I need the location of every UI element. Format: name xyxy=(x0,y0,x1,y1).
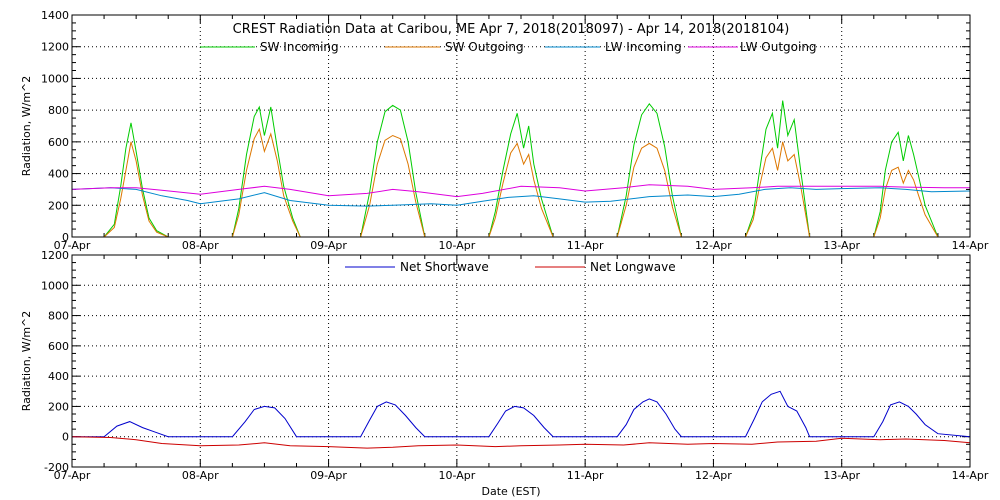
y-tick-label: 1400 xyxy=(41,9,69,22)
x-tick-label: 10-Apr xyxy=(438,239,475,252)
x-tick-label: 12-Apr xyxy=(695,239,732,252)
y-tick-label: 800 xyxy=(48,310,69,323)
y-tick-label: 400 xyxy=(48,168,69,181)
y-tick-label: 0 xyxy=(62,231,69,244)
x-axis-label: Date (EST) xyxy=(481,485,540,498)
y-tick-label: 600 xyxy=(48,136,69,149)
x-tick-label: 13-Apr xyxy=(823,469,860,482)
x-tick-label: 12-Apr xyxy=(695,469,732,482)
y-tick-label: 1200 xyxy=(41,249,69,262)
x-tick-label: 14-Apr xyxy=(952,239,989,252)
x-tick-label: 07-Apr xyxy=(54,239,91,252)
series-line-lw-incoming xyxy=(71,187,971,207)
x-tick-label: 07-Apr xyxy=(54,469,91,482)
chart-title: CREST Radiation Data at Caribou, ME Apr … xyxy=(233,22,790,37)
series-line-net-shortwave xyxy=(72,390,971,438)
series-line-lw-outgoing xyxy=(71,184,970,198)
x-tick-label: 09-Apr xyxy=(310,239,347,252)
y-tick-label: 200 xyxy=(48,400,69,413)
plot-frame xyxy=(71,254,971,468)
y-tick-label: 0 xyxy=(62,431,69,444)
series-line-net-longwave xyxy=(71,436,971,449)
x-tick-label: 13-Apr xyxy=(823,239,860,252)
legend-label: Net Longwave xyxy=(590,260,676,274)
legend-label: LW Outgoing xyxy=(740,40,817,54)
y-tick-label: 1200 xyxy=(41,41,69,54)
legend-label: SW Incoming xyxy=(260,40,339,54)
y-tick-label: 1000 xyxy=(41,279,69,292)
x-tick-label: 09-Apr xyxy=(310,469,347,482)
legend-label: SW Outgoing xyxy=(445,40,524,54)
series-line-sw-incoming xyxy=(103,100,939,238)
y-tick-label: 1000 xyxy=(41,72,69,85)
y-tick-label: -200 xyxy=(44,461,69,474)
y-axis-label: Radiation, W/m^2 xyxy=(20,311,33,412)
x-tick-label: 14-Apr xyxy=(952,469,989,482)
legend-label: LW Incoming xyxy=(605,40,682,54)
x-tick-label: 11-Apr xyxy=(567,239,604,252)
y-tick-label: 600 xyxy=(48,340,69,353)
legend-label: Net Shortwave xyxy=(400,260,489,274)
x-tick-label: 11-Apr xyxy=(567,469,604,482)
x-tick-label: 08-Apr xyxy=(182,239,219,252)
y-tick-label: 200 xyxy=(48,199,69,212)
plot-frame xyxy=(71,14,971,238)
y-axis-label: Radiation, W/m^2 xyxy=(20,76,33,177)
x-tick-label: 08-Apr xyxy=(182,469,219,482)
y-tick-label: 800 xyxy=(48,104,69,117)
series-line-sw-outgoing xyxy=(103,127,939,238)
y-tick-label: 400 xyxy=(48,370,69,383)
x-tick-label: 10-Apr xyxy=(438,469,475,482)
